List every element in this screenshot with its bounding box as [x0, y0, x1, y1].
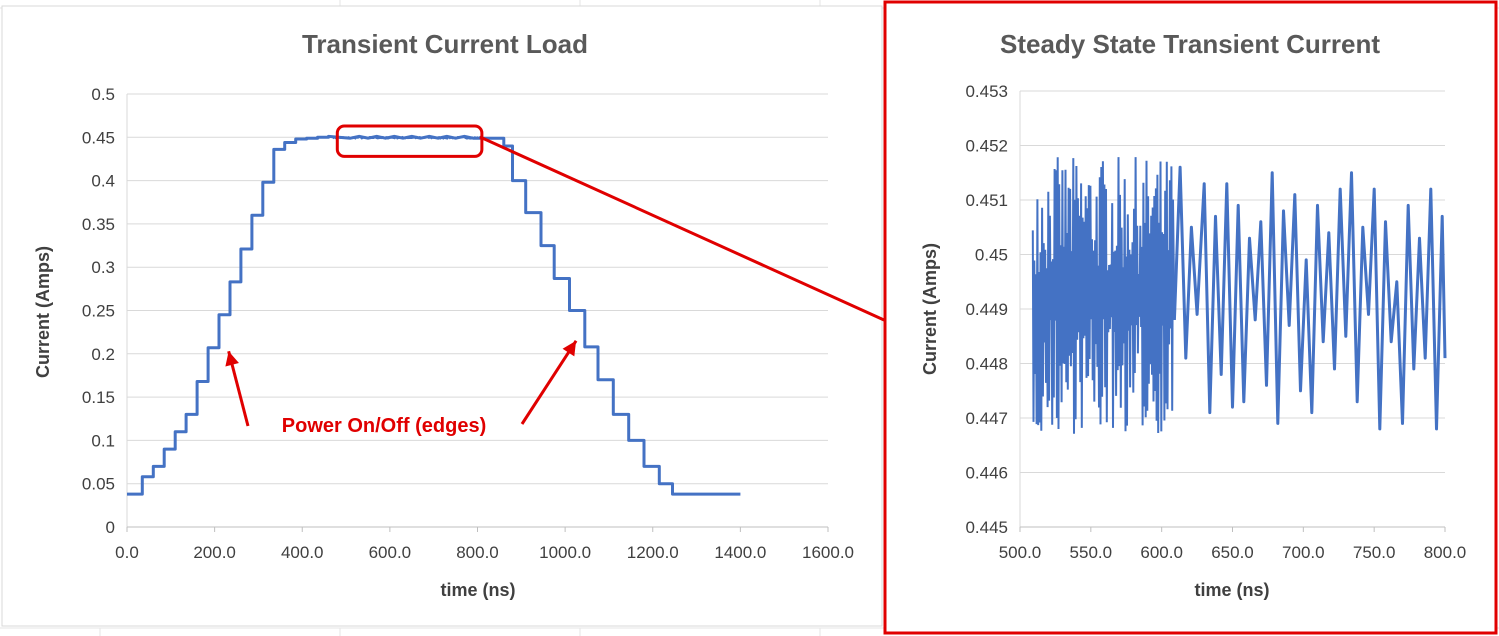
highlight-box: [335, 124, 484, 158]
chart-steady-state: Steady State Transient Current 0.4450.44…: [883, 0, 1498, 635]
arrow-head: [225, 351, 239, 367]
series-line-current: [1172, 165, 1447, 431]
x-tick-label: 1600.0: [802, 543, 854, 562]
x-tick-labels: 0.0 200.0 400.0 600.0 800.0 1000.0 1200.0 1400.…: [115, 543, 854, 562]
y-tick-label: 0.451: [965, 191, 1008, 210]
x-tick-label: 0.0: [115, 543, 139, 562]
y-tick-label: 0.449: [965, 300, 1008, 319]
y-tick-labels: 0.445 0.446 0.447 0.448 0.449 0.45 0.451 0.452 0…: [965, 82, 1008, 537]
chart-title: Transient Current Load: [302, 29, 588, 59]
x-tick-label: 800.0: [1424, 543, 1467, 562]
x-tick-label: 600.0: [369, 543, 412, 562]
y-tick-label: 0.05: [82, 475, 115, 494]
y-tick-label: 0: [106, 518, 115, 537]
chart-transient-load: Transient Current Load 0 0.05 0.1 0.15 0.2 0.…: [1, 5, 883, 627]
y-tick-labels: 0 0.05 0.1 0.15 0.2 0.25 0.3 0.35 0.4 0.45 0.5: [82, 85, 115, 537]
y-tick-label: 0.4: [91, 172, 115, 191]
y-tick-label: 0.452: [965, 137, 1008, 156]
arrow-head: [562, 340, 577, 357]
x-tick-labels: 500.0 550.0 600.0 650.0 700.0 750.0 800.0: [999, 543, 1467, 562]
x-tick-label: 750.0: [1353, 543, 1396, 562]
x-tick-label: 1400.0: [714, 543, 766, 562]
y-tick-label: 0.447: [965, 409, 1008, 428]
arrow-shaft: [520, 339, 578, 425]
zoom-connector-line: [479, 135, 885, 322]
gridlines: [1019, 90, 1446, 532]
chart-area: [1, 5, 883, 627]
x-tick-label: 550.0: [1070, 543, 1113, 562]
y-tick-label: 0.3: [91, 258, 115, 277]
y-tick-label: 0.445: [965, 518, 1008, 537]
x-tick-label: 700.0: [1282, 543, 1325, 562]
y-tick-label: 0.15: [82, 388, 115, 407]
x-axis-title: time (ns): [1194, 580, 1269, 600]
y-axis-title: Current (Amps): [920, 243, 940, 375]
x-tick-label: 1000.0: [539, 543, 591, 562]
annotation-arrows: [225, 339, 578, 427]
y-tick-label: 0.1: [91, 431, 115, 450]
y-tick-label: 0.35: [82, 215, 115, 234]
x-tick-label: 600.0: [1140, 543, 1183, 562]
y-tick-label: 0.2: [91, 345, 115, 364]
x-tick-label: 500.0: [999, 543, 1042, 562]
y-tick-label: 0.45: [82, 128, 115, 147]
series-plateau-ripple: [332, 135, 483, 140]
y-tick-label: 0.25: [82, 302, 115, 321]
annotation-power-edges: Power On/Off (edges): [282, 415, 486, 437]
y-tick-label: 0.45: [975, 246, 1008, 265]
x-axis-title: time (ns): [440, 580, 515, 600]
y-tick-label: 0.453: [965, 82, 1008, 101]
x-tick-label: 800.0: [456, 543, 499, 562]
series-dense-noise: [1031, 157, 1176, 434]
x-tick-label: 1200.0: [627, 543, 679, 562]
chart-title: Steady State Transient Current: [1000, 29, 1380, 59]
gridlines: [126, 93, 829, 532]
y-tick-label: 0.448: [965, 355, 1008, 374]
x-tick-label: 200.0: [193, 543, 236, 562]
y-tick-label: 0.446: [965, 464, 1008, 483]
x-tick-label: 400.0: [281, 543, 324, 562]
y-axis-title: Current (Amps): [33, 246, 53, 378]
y-tick-label: 0.5: [91, 85, 115, 104]
x-tick-label: 650.0: [1211, 543, 1254, 562]
